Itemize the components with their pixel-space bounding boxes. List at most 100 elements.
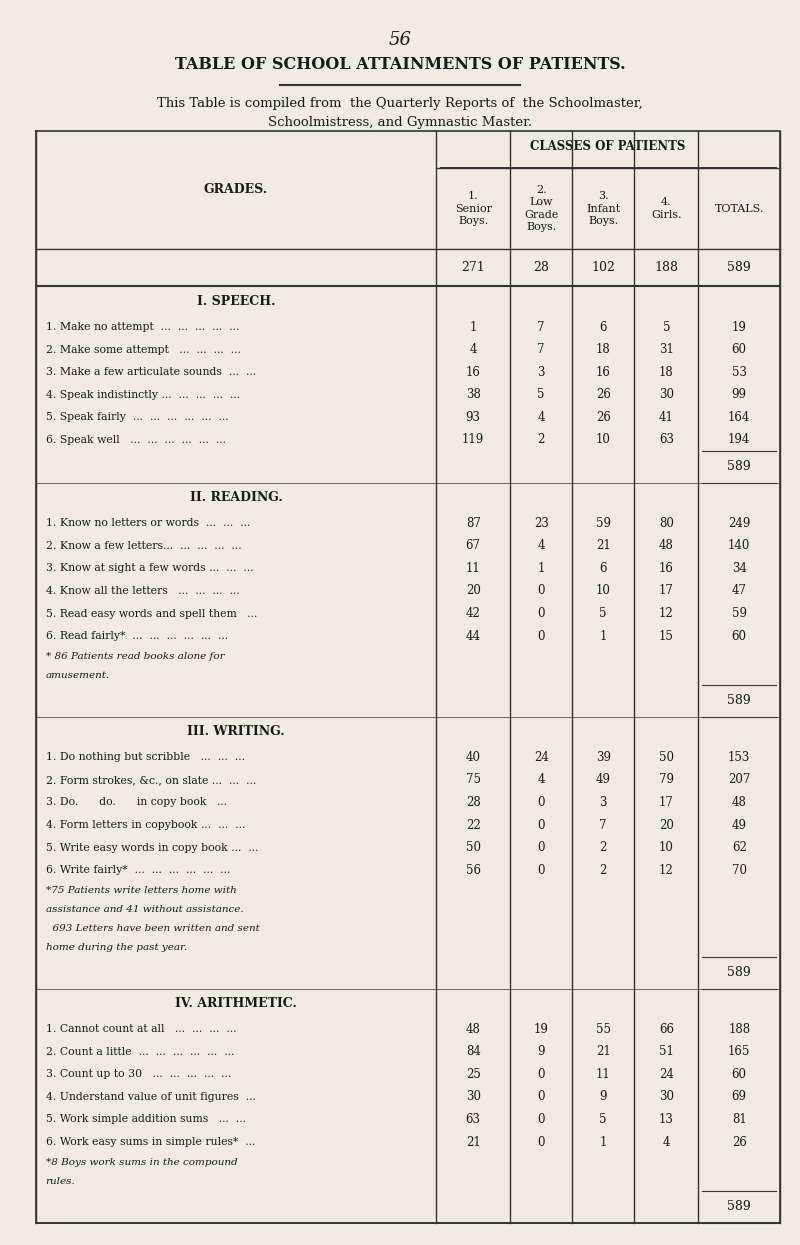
- Text: 153: 153: [728, 751, 750, 764]
- Text: 0: 0: [538, 1091, 545, 1103]
- Text: 13: 13: [659, 1113, 674, 1125]
- Text: 0: 0: [538, 630, 545, 642]
- Text: 24: 24: [659, 1068, 674, 1081]
- Text: 20: 20: [659, 818, 674, 832]
- Text: 1: 1: [470, 320, 477, 334]
- Text: 1: 1: [599, 1135, 607, 1149]
- Text: 7: 7: [538, 320, 545, 334]
- Text: 3.
Infant
Boys.: 3. Infant Boys.: [586, 192, 620, 225]
- Text: 16: 16: [659, 561, 674, 575]
- Text: 9: 9: [538, 1046, 545, 1058]
- Text: 2: 2: [599, 864, 607, 876]
- Text: 3: 3: [599, 796, 607, 809]
- Text: home during the past year.: home during the past year.: [46, 944, 186, 952]
- Text: 24: 24: [534, 751, 549, 764]
- Text: 5. Speak fairly  ...  ...  ...  ...  ...  ...: 5. Speak fairly ... ... ... ... ... ...: [46, 412, 228, 422]
- Text: 5: 5: [599, 608, 607, 620]
- Text: III. WRITING.: III. WRITING.: [187, 725, 285, 738]
- Text: 22: 22: [466, 818, 481, 832]
- Text: 589: 589: [727, 261, 751, 274]
- Text: 589: 589: [727, 461, 751, 473]
- Text: 3. Know at sight a few words ...  ...  ...: 3. Know at sight a few words ... ... ...: [46, 564, 253, 574]
- Text: 6: 6: [599, 320, 607, 334]
- Text: 59: 59: [732, 608, 746, 620]
- Text: 48: 48: [659, 539, 674, 553]
- Text: 53: 53: [732, 366, 746, 378]
- Text: 17: 17: [659, 584, 674, 598]
- Text: 0: 0: [538, 842, 545, 854]
- Text: 59: 59: [596, 517, 610, 530]
- Text: 5: 5: [662, 320, 670, 334]
- Text: 10: 10: [659, 842, 674, 854]
- Text: *75 Patients write letters home with: *75 Patients write letters home with: [46, 886, 236, 895]
- Text: rules.: rules.: [46, 1178, 75, 1186]
- Text: 0: 0: [538, 1113, 545, 1125]
- Text: 10: 10: [596, 433, 610, 447]
- Text: I. SPEECH.: I. SPEECH.: [197, 295, 275, 308]
- Text: 21: 21: [596, 1046, 610, 1058]
- Text: 19: 19: [534, 1022, 549, 1036]
- Text: 50: 50: [659, 751, 674, 764]
- Text: 49: 49: [596, 773, 610, 787]
- Text: 188: 188: [728, 1022, 750, 1036]
- Text: 62: 62: [732, 842, 746, 854]
- Text: 21: 21: [596, 539, 610, 553]
- Text: 6. Read fairly*  ...  ...  ...  ...  ...  ...: 6. Read fairly* ... ... ... ... ... ...: [46, 631, 228, 641]
- Text: 271: 271: [462, 261, 485, 274]
- Text: 30: 30: [659, 388, 674, 401]
- Text: 3. Count up to 30   ...  ...  ...  ...  ...: 3. Count up to 30 ... ... ... ... ...: [46, 1069, 231, 1079]
- Text: 42: 42: [466, 608, 481, 620]
- Text: 2. Know a few letters...  ...  ...  ...  ...: 2. Know a few letters... ... ... ... ...: [46, 540, 242, 550]
- Text: 2: 2: [538, 433, 545, 447]
- Text: 50: 50: [466, 842, 481, 854]
- Text: 30: 30: [466, 1091, 481, 1103]
- Text: 12: 12: [659, 608, 674, 620]
- Text: 4: 4: [662, 1135, 670, 1149]
- Text: IV. ARITHMETIC.: IV. ARITHMETIC.: [175, 997, 297, 1010]
- Text: 41: 41: [659, 411, 674, 423]
- Text: 12: 12: [659, 864, 674, 876]
- Text: 1. Do nothing but scribble   ...  ...  ...: 1. Do nothing but scribble ... ... ...: [46, 752, 245, 762]
- Text: 589: 589: [727, 1200, 751, 1214]
- Text: 1. Know no letters or words  ...  ...  ...: 1. Know no letters or words ... ... ...: [46, 518, 250, 528]
- Text: 31: 31: [659, 344, 674, 356]
- Text: 1: 1: [599, 630, 607, 642]
- Text: 81: 81: [732, 1113, 746, 1125]
- Text: 75: 75: [466, 773, 481, 787]
- Text: 0: 0: [538, 608, 545, 620]
- Text: 34: 34: [732, 561, 746, 575]
- Text: 28: 28: [534, 261, 549, 274]
- Text: 5: 5: [538, 388, 545, 401]
- Text: 49: 49: [732, 818, 746, 832]
- Text: 2: 2: [599, 842, 607, 854]
- Text: 5. Read easy words and spell them   ...: 5. Read easy words and spell them ...: [46, 609, 257, 619]
- Text: 4: 4: [538, 539, 545, 553]
- Text: 165: 165: [728, 1046, 750, 1058]
- Text: 119: 119: [462, 433, 484, 447]
- Text: Schoolmistress, and Gymnastic Master.: Schoolmistress, and Gymnastic Master.: [268, 116, 532, 128]
- Text: * 86 Patients read books alone for: * 86 Patients read books alone for: [46, 652, 224, 661]
- Text: 0: 0: [538, 584, 545, 598]
- Text: 25: 25: [466, 1068, 481, 1081]
- Text: 0: 0: [538, 1135, 545, 1149]
- Text: 56: 56: [466, 864, 481, 876]
- Text: 2. Form strokes, &c., on slate ...  ...  ...: 2. Form strokes, &c., on slate ... ... .…: [46, 774, 256, 784]
- Text: 70: 70: [732, 864, 746, 876]
- Text: 693 Letters have been written and sent: 693 Letters have been written and sent: [46, 924, 259, 934]
- Text: 20: 20: [466, 584, 481, 598]
- Text: 4: 4: [538, 411, 545, 423]
- Text: 11: 11: [596, 1068, 610, 1081]
- Text: 6: 6: [599, 561, 607, 575]
- Text: 80: 80: [659, 517, 674, 530]
- Text: 6. Speak well   ...  ...  ...  ...  ...  ...: 6. Speak well ... ... ... ... ... ...: [46, 435, 226, 444]
- Text: 55: 55: [596, 1022, 610, 1036]
- Text: 56: 56: [389, 31, 411, 49]
- Text: 188: 188: [654, 261, 678, 274]
- Text: 207: 207: [728, 773, 750, 787]
- Text: *8 Boys work sums in the compound: *8 Boys work sums in the compound: [46, 1158, 238, 1168]
- Text: 28: 28: [466, 796, 481, 809]
- Text: 66: 66: [659, 1022, 674, 1036]
- Text: 40: 40: [466, 751, 481, 764]
- Text: 4.
Girls.: 4. Girls.: [651, 198, 682, 219]
- Text: 1.
Senior
Boys.: 1. Senior Boys.: [454, 192, 492, 225]
